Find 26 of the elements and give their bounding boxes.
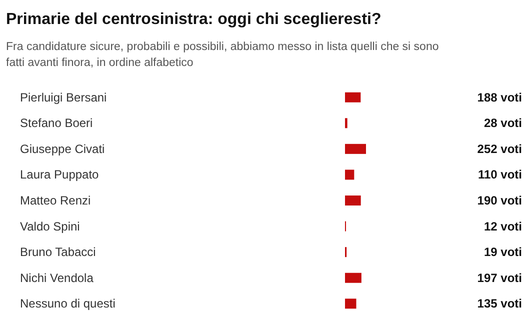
data-label: 190 voti xyxy=(477,194,522,208)
data-label: 135 voti xyxy=(477,296,522,311)
bar xyxy=(345,196,361,206)
bar xyxy=(345,272,362,283)
data-label: 19 voti xyxy=(484,245,522,260)
bar xyxy=(345,92,361,102)
y-tick-label: Giuseppe Civati xyxy=(20,142,105,156)
y-tick-label: Nessuno di questi xyxy=(20,296,116,311)
bar xyxy=(345,170,354,180)
data-label: 28 voti xyxy=(484,116,522,130)
bar xyxy=(345,298,356,309)
data-label: 197 voti xyxy=(477,270,522,285)
y-tick-label: Stefano Boeri xyxy=(20,116,93,130)
bar xyxy=(345,144,366,154)
y-tick-label: Pierluigi Bersani xyxy=(20,90,107,104)
data-label: 110 voti xyxy=(478,168,522,182)
y-tick-label: Valdo Spini xyxy=(20,219,80,234)
data-label: 188 voti xyxy=(477,90,522,104)
text: Primarie del centrosinistra: oggi chi sceglieresti? xyxy=(6,11,382,28)
y-tick-label: Laura Puppato xyxy=(20,168,100,182)
y-tick-label: Matteo Renzi xyxy=(20,194,91,208)
data-label: 12 voti xyxy=(484,219,522,234)
y-tick-label: Nichi Vendola xyxy=(20,270,94,285)
y-tick-label: Bruno Tabacci xyxy=(20,245,96,260)
text: Fra candidature sicure, probabili e possibili, abbiamo messo in lista quelli che si sono fatti avanti finora, in ordine alfabetico xyxy=(6,41,439,69)
data-label: 252 voti xyxy=(477,142,522,156)
